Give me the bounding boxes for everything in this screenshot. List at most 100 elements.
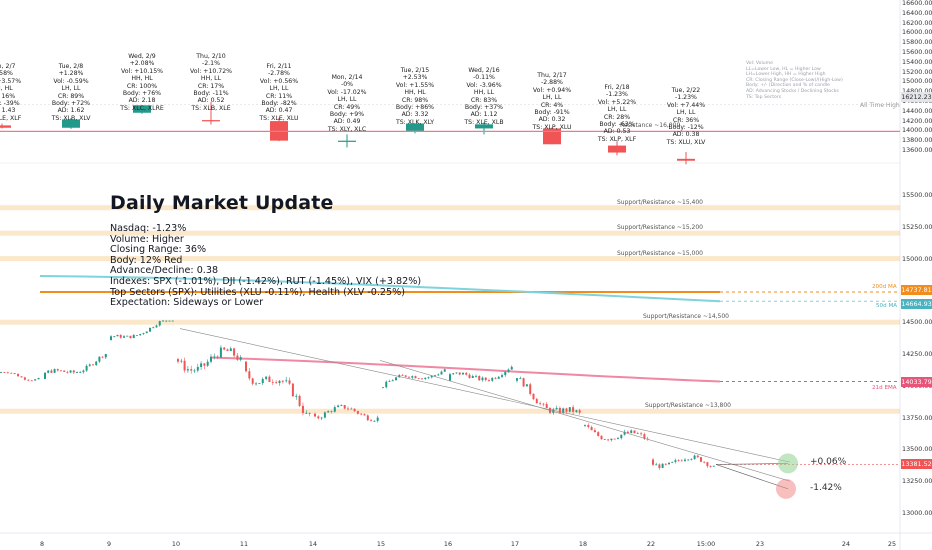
intraday-candle: [532, 393, 535, 400]
intraday-candle: [481, 377, 484, 381]
intraday-candle: [674, 460, 677, 462]
time-tick-9: 22: [646, 540, 656, 548]
daily-candle-body-6: [406, 123, 424, 131]
day-summary-line: -1.23%: [675, 94, 697, 102]
intraday-candle: [180, 360, 183, 362]
day-summary-line: +1.28%: [58, 70, 84, 78]
upper-price-tick-7: 15000.00: [902, 77, 932, 86]
intraday-candle: [401, 375, 404, 376]
intraday-candle: [404, 375, 407, 377]
time-tick-3: 11: [239, 540, 249, 548]
day-summary-line: Vol: +5.22%: [597, 98, 637, 106]
intraday-candle: [152, 327, 155, 329]
day-summary-line: AD: 1.12: [470, 111, 498, 119]
day-summary-line: Vol: +3.57%: [0, 77, 22, 85]
intraday-candle: [620, 434, 623, 439]
day-summary-line: LH, LL: [337, 96, 357, 104]
day-summary-line: LH, LL: [269, 85, 289, 93]
intraday-candle: [136, 335, 138, 336]
intraday-candle: [101, 356, 104, 358]
intraday-candle: [72, 370, 75, 373]
daily-candle-body-3: [202, 120, 220, 122]
intraday-candle: [706, 462, 709, 467]
day-summary-5: Mon, 2/14 -0% Vol: -17.02% LH, LL CR: 49% Bod…: [317, 74, 377, 133]
day-summary-line: CR: 11%: [265, 92, 293, 100]
update-line-top-sectors: Top Sectors (SPX): Utilities (XLU -0.11%…: [110, 286, 405, 298]
day-summary-line: -0.58%: [0, 70, 13, 78]
day-summary-line: Vol: +7.44%: [666, 101, 706, 109]
day-summary-line: Vol: +0.94%: [532, 86, 572, 94]
projection-marker-up: [778, 453, 798, 474]
day-summary-line: CR: 17%: [197, 82, 225, 90]
upper-price-tick-13: 16200.00: [902, 18, 932, 27]
intraday-candle: [17, 373, 20, 377]
intraday-candle: [301, 405, 304, 413]
day-summary-7: Wed, 2/16 -0.11% Vol: -3.96% HH, LL CR: 83% B…: [454, 67, 514, 126]
intraday-candle: [82, 370, 85, 373]
intraday-candle: [219, 347, 222, 358]
intraday-candle: [308, 412, 311, 414]
ath-badge: 16212.23: [901, 92, 932, 103]
trendline-lower: [379, 360, 791, 482]
intraday-candle: [323, 412, 326, 418]
projection-line-up: [715, 463, 789, 465]
intraday-candle: [677, 460, 680, 462]
intraday-candle: [684, 459, 686, 461]
intraday-candle: [664, 463, 667, 465]
intraday-candle: [539, 403, 542, 405]
day-summary-line: AD: 0.49: [333, 118, 361, 126]
legend-line-2: LH=Lower High, HH = Higher High: [746, 72, 826, 78]
ema21-badge: 14033.79: [901, 376, 932, 387]
intraday-candle: [44, 372, 46, 379]
day-summary-line: Vol: +0.56%: [259, 77, 299, 85]
intraday-candle: [85, 365, 88, 371]
intraday-candle: [630, 430, 633, 433]
level-label-1: Support/Resistance ~15,400: [617, 198, 704, 206]
time-tick-0: 8: [39, 540, 45, 548]
day-summary-2: Wed, 2/9 +2.08% Vol: +10.15% HH, HL CR: 100%…: [112, 53, 172, 112]
intraday-candle: [203, 363, 206, 366]
day-summary-line: +2.53%: [402, 74, 428, 82]
day-summary-line: AD: 2.18: [128, 97, 156, 105]
day-summary-line: LH, LL: [676, 109, 696, 117]
intraday-candle: [63, 370, 66, 372]
intraday-candle: [190, 369, 193, 371]
intraday-candle: [168, 320, 171, 322]
intraday-candle: [643, 434, 646, 439]
day-summary-line: Vol: +1.55%: [395, 81, 435, 89]
intraday-candle: [320, 417, 323, 419]
upper-price-tick-8: 15200.00: [902, 67, 932, 76]
intraday-candle: [626, 431, 629, 433]
intraday-candle: [126, 335, 129, 337]
intraday-candle: [449, 374, 451, 381]
day-summary-line: -2.1%: [202, 60, 220, 68]
intraday-candle: [200, 363, 203, 367]
day-summary-line: Tue, 2/8: [58, 63, 84, 70]
intraday-candle: [347, 408, 349, 410]
last-price-badge: 13381.52: [901, 459, 932, 470]
intraday-candle: [265, 376, 268, 379]
day-summary-line: Vol: -3.96%: [466, 81, 502, 89]
lower-price-tick-6: 14500.00: [902, 318, 932, 327]
day-summary-line: Fri, 2/18: [604, 84, 630, 91]
projection-line-down: [715, 464, 789, 490]
intraday-candle: [488, 380, 490, 381]
day-summary-line: CR: 89%: [57, 92, 85, 100]
day-summary-line: Wed, 2/9: [128, 53, 156, 60]
intraday-candle: [314, 413, 316, 417]
day-summary-line: AD: 1.43: [0, 107, 16, 115]
update-line-advance-decline: Advance/Decline: 0.38: [110, 265, 219, 277]
intraday-candle: [640, 433, 643, 435]
intraday-candle: [337, 405, 340, 408]
intraday-candle: [110, 336, 112, 341]
day-summary-line: Mon, 2/7: [0, 63, 16, 70]
intraday-candle: [491, 377, 494, 381]
level-band-1: [0, 205, 900, 211]
legend-line-0: Vol: Volume: [746, 61, 773, 66]
day-summary-line: -0%: [340, 81, 354, 89]
day-summary-line: TS: XLC, XLRE: [120, 104, 164, 112]
intraday-candle: [123, 336, 125, 338]
upper-price-tick-1: 13800.00: [902, 136, 932, 145]
